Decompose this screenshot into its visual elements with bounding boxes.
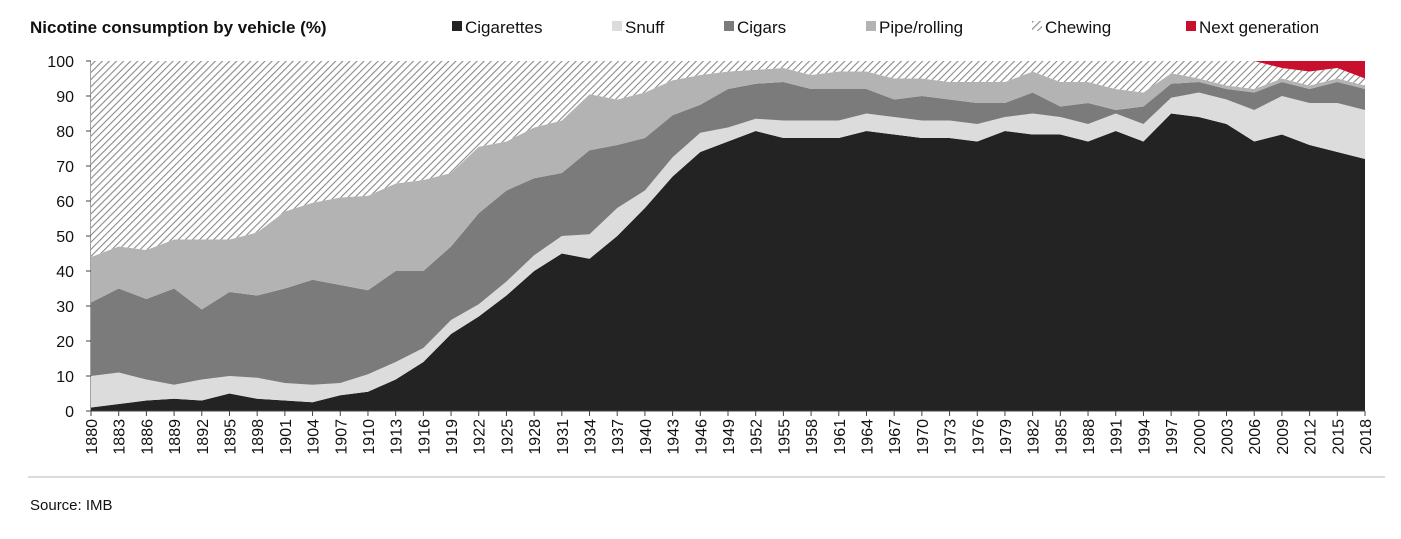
x-tick-label: 2000 [1192,419,1209,455]
series-area-pipe-rolling [91,68,1365,310]
x-tick-label: 1913 [389,419,406,455]
x-tick-label: 1889 [167,419,184,455]
x-tick-label: 2006 [1247,419,1264,455]
y-tick-label: 50 [56,229,74,246]
x-tick-label: 1880 [84,419,101,455]
x-tick-label: 1955 [776,419,793,455]
x-tick-label: 1994 [1136,419,1153,455]
x-tick-label: 1961 [832,419,849,455]
x-tick-label: 1886 [139,419,156,455]
legend-swatch [612,21,622,31]
legend-item-cigarettes: Cigarettes [452,18,542,37]
x-tick-label: 1883 [112,419,129,455]
x-tick-label: 2003 [1220,419,1237,455]
series-area-cigars [91,82,1365,385]
legend-swatch [1032,21,1042,31]
legend-swatch [1186,21,1196,31]
y-tick-label: 100 [47,54,74,71]
x-tick-label: 1922 [472,419,489,455]
x-tick-label: 1985 [1053,419,1070,455]
x-tick-label: 1967 [887,419,904,455]
x-tick-label: 1916 [416,419,433,455]
y-tick-label: 80 [56,124,74,141]
legend: Cigarettes Snuff Cigars Pipe/rolling Chewing… [452,18,1319,37]
x-tick-label: 1898 [250,419,267,455]
y-tick-label: 30 [56,299,74,316]
chart-title: Nicotine consumption by vehicle (%) [30,18,327,37]
legend-item-pipe-rolling: Pipe/rolling [866,18,963,37]
legend-label: Next generation [1199,18,1319,37]
x-tick-label: 1928 [527,419,544,455]
legend-item-next-generation: Next generation [1186,18,1319,37]
legend-item-snuff: Snuff [612,18,665,37]
x-tick-label: 1946 [693,419,710,455]
legend-swatch [452,21,462,31]
x-tick-label: 1964 [859,419,876,455]
x-tick-label: 1988 [1081,419,1098,455]
x-tick-label: 1901 [278,419,295,455]
x-tick-label: 1895 [222,419,239,455]
legend-label: Cigarettes [465,18,542,37]
x-tick-label: 1910 [361,419,378,455]
y-tick-label: 20 [56,334,74,351]
legend-item-cigars: Cigars [724,18,786,37]
series-area-cigarettes [91,113,1365,411]
x-tick-label: 1940 [638,419,655,455]
y-tick-label: 60 [56,194,74,211]
series-area-snuff [91,92,1365,408]
series-area-chewing [91,61,1365,257]
x-tick-label: 1892 [195,419,212,455]
legend-label: Chewing [1045,18,1111,37]
x-tick-label: 1931 [555,419,572,455]
x-tick-label: 1979 [998,419,1015,455]
x-tick-label: 2012 [1303,419,1320,455]
legend-label: Cigars [737,18,786,37]
x-tick-label: 1991 [1109,419,1126,455]
y-tick-label: 10 [56,369,74,386]
legend-label: Pipe/rolling [879,18,963,37]
x-tick-label: 1919 [444,419,461,455]
y-tick-label: 70 [56,159,74,176]
legend-swatch [724,21,734,31]
x-tick-label: 2015 [1330,419,1347,455]
x-tick-label: 1997 [1164,419,1181,455]
source-note: Source: IMB [30,497,113,514]
x-tick-label: 1949 [721,419,738,455]
x-tick-label: 1952 [749,419,766,455]
y-tick-label: 90 [56,89,74,106]
y-axis: 0 10 20 30 40 50 60 70 80 90 100 [47,54,92,421]
x-tick-label: 2009 [1275,419,1292,455]
x-tick-label: 1937 [610,419,627,455]
x-tick-label: 1958 [804,419,821,455]
x-tick-label: 1925 [499,419,516,455]
legend-item-chewing: Chewing [1032,18,1111,37]
plot-area [91,61,1365,411]
legend-label: Snuff [625,18,665,37]
x-axis: 1880 1883 1886 1889 1892 1895 1898 1901 1904 1907… [84,410,1375,455]
x-tick-label: 1907 [333,419,350,455]
x-tick-label: 1904 [306,419,323,455]
x-tick-label: 1970 [915,419,932,455]
x-tick-label: 1943 [666,419,683,455]
x-tick-label: 1973 [943,419,960,455]
y-tick-label: 0 [65,404,74,421]
x-tick-label: 2018 [1358,419,1375,455]
x-tick-label: 1934 [583,419,600,455]
y-tick-label: 40 [56,264,74,281]
x-tick-label: 1982 [1026,419,1043,455]
legend-swatch [866,21,876,31]
x-tick-label: 1976 [970,419,987,455]
